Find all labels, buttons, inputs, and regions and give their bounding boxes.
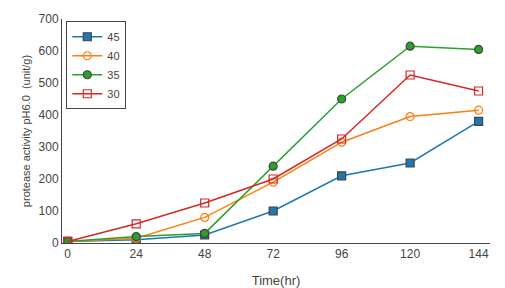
svg-text:0: 0 bbox=[64, 247, 71, 261]
svg-text:35: 35 bbox=[107, 69, 119, 81]
svg-text:144: 144 bbox=[469, 247, 489, 261]
svg-text:24: 24 bbox=[130, 247, 144, 261]
svg-text:30: 30 bbox=[107, 88, 119, 100]
svg-text:120: 120 bbox=[400, 247, 420, 261]
svg-text:45: 45 bbox=[107, 31, 119, 43]
svg-text:100: 100 bbox=[39, 204, 59, 218]
svg-text:400: 400 bbox=[39, 108, 59, 122]
svg-text:96: 96 bbox=[335, 247, 349, 261]
svg-text:600: 600 bbox=[39, 44, 59, 58]
svg-text:40: 40 bbox=[107, 50, 119, 62]
svg-text:protease activity pH6.0 (unit: protease activity pH6.0 (unit/g) bbox=[20, 55, 32, 207]
svg-text:48: 48 bbox=[198, 247, 212, 261]
svg-text:700: 700 bbox=[39, 12, 59, 26]
svg-text:300: 300 bbox=[39, 140, 59, 154]
svg-text:200: 200 bbox=[39, 172, 59, 186]
svg-text:0: 0 bbox=[52, 236, 59, 250]
svg-text:500: 500 bbox=[39, 76, 59, 90]
svg-text:Time(hr): Time(hr) bbox=[252, 273, 301, 288]
svg-text:72: 72 bbox=[266, 247, 280, 261]
